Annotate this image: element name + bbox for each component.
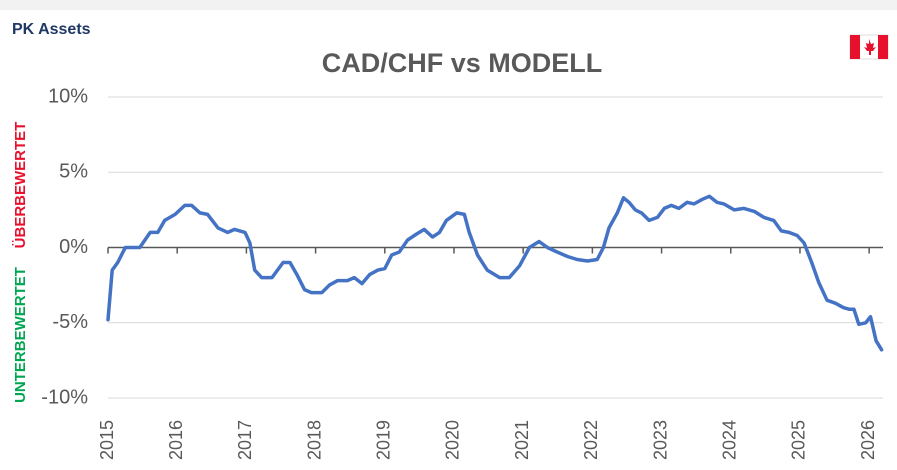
y-tick-label: -10% [41,386,88,408]
x-tick-label: 2020 [443,420,463,460]
x-tick-label: 2017 [235,420,255,460]
x-tick-label: 2016 [166,420,186,460]
x-tick-label: 2021 [512,420,532,460]
x-tick-label: 2025 [789,420,809,460]
x-tick-label: 2022 [581,420,601,460]
y-tick-label: 5% [59,161,88,183]
series-line [106,194,884,352]
top-bar [0,0,897,10]
x-tick-label: 2024 [720,420,740,460]
x-tick-label: 2026 [858,420,878,460]
x-tick-label: 2023 [650,420,670,460]
y-tick-label: 0% [59,236,88,258]
x-tick-label: 2015 [97,420,117,460]
y-tick-label: 10% [48,85,88,107]
chart-title: CAD/CHF vs MODELL [322,48,603,78]
y-tick-label: -5% [52,311,88,333]
flag [849,34,889,60]
brand: PK Assets [12,21,91,38]
overvalued-label: ÜBERBEWERTET [12,122,29,249]
x-tick-label: 2018 [304,420,324,460]
undervalued-label: UNTERBEWERTET [12,267,29,403]
x-tick-label: 2019 [374,420,394,460]
